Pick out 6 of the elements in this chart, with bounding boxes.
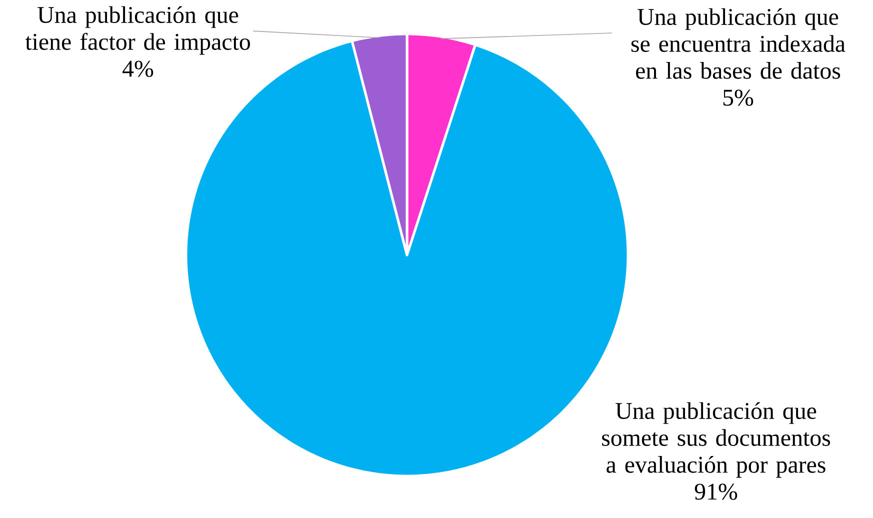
data-label: 4% [122, 60, 154, 77]
data-label: 91% [694, 484, 738, 500]
slice-label: Una publicación que se encuentra indexada en las bases de datos [631, 8, 846, 79]
slice-label: Una publicación que somete sus documentos a evaluación por pares [602, 402, 830, 478]
slice-label: Una publicación que tiene factor de impacto [25, 6, 250, 55]
data-label: 5% [723, 90, 754, 106]
